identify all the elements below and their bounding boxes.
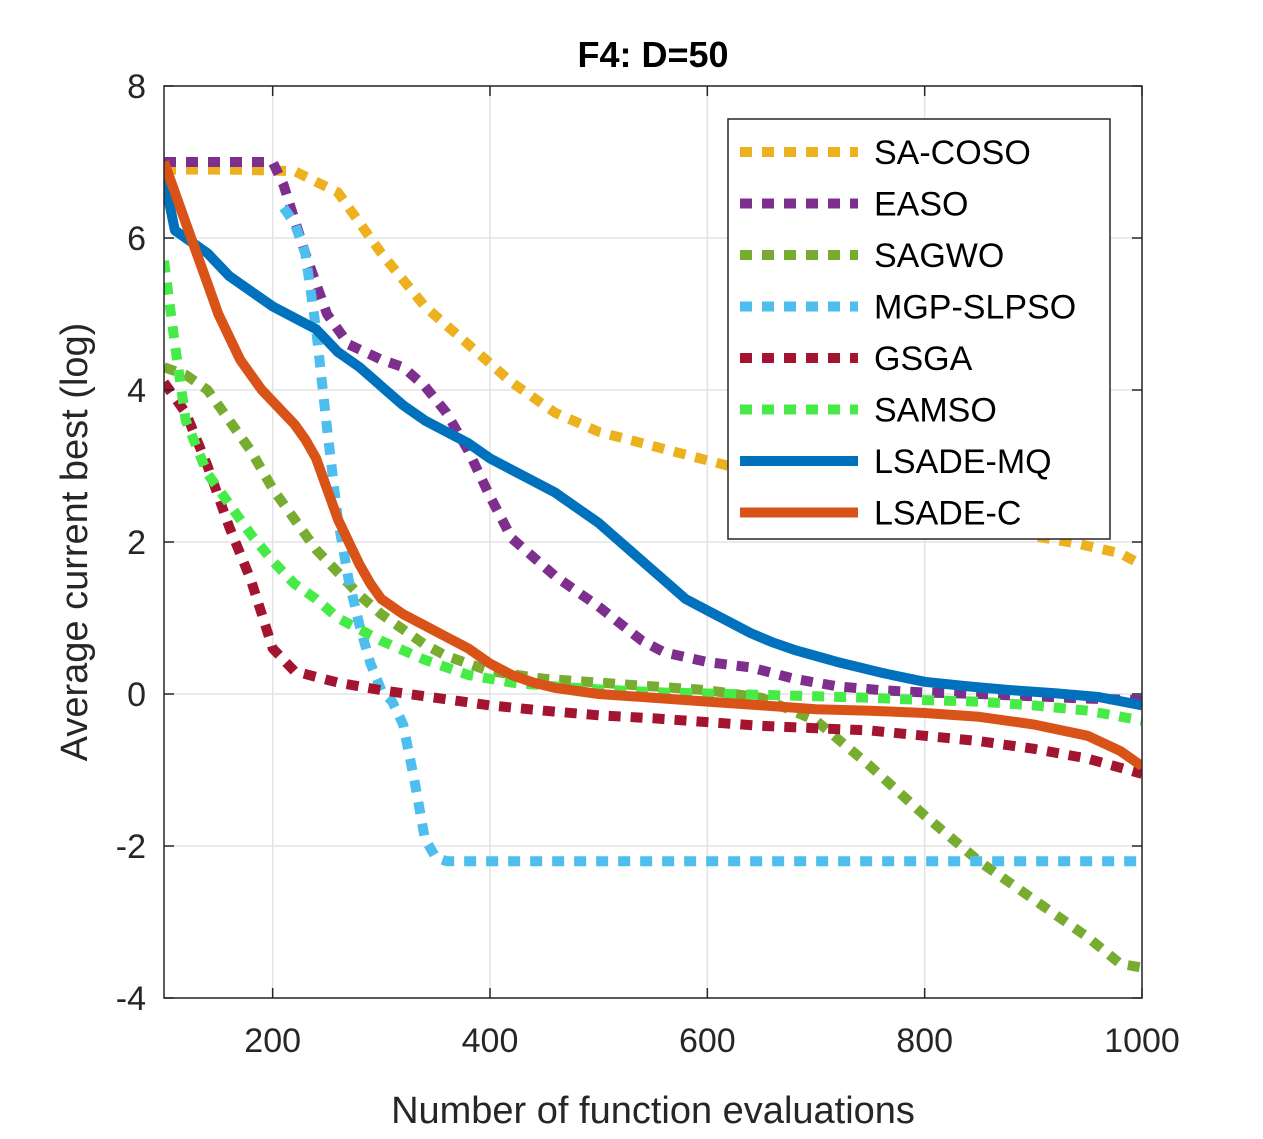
legend-label: LSADE-MQ [874,443,1052,481]
x-tick-label: 200 [244,1022,301,1060]
y-tick-label: 8 [127,68,146,106]
y-tick-label: 6 [127,220,146,258]
x-tick-label: 1000 [1104,1022,1180,1060]
series-line-easo [164,157,1142,706]
y-tick-label: 2 [127,524,146,562]
y-tick-label: -4 [116,980,146,1018]
legend-label: SA-COSO [874,134,1031,172]
legend-label: SAMSO [874,392,997,430]
x-axis-label: Number of function evaluations [391,1090,915,1132]
y-axis-label: Average current best (log) [54,323,96,762]
legend-label: GSGA [874,340,973,378]
series-line-gsga [164,379,1142,779]
y-tick-label: 4 [127,372,146,410]
legend-label: MGP-SLPSO [874,289,1076,327]
legend-label: LSADE-C [874,495,1021,533]
x-tick-label: 400 [462,1022,519,1060]
series-line-samso [164,260,1142,726]
legend-label: SAGWO [874,237,1004,275]
legend: SA-COSO EASO SAGWO MGP-SLPSO GSGA SAMSO LSADE-… [727,118,1111,540]
axis-ticks: 200 400 600 800 1000 -4 -2 0 2 4 6 8 [116,68,1180,1060]
legend-box [727,118,1111,540]
series-line-lsade-mq [164,176,1142,711]
series-line-lsade-c [164,160,1142,771]
chart-title: F4: D=50 [577,34,728,75]
series-lines [164,157,1142,973]
y-tick-label: -2 [116,828,146,866]
x-tick-label: 800 [896,1022,953,1060]
legend-items: SA-COSO EASO SAGWO MGP-SLPSO GSGA SAMSO LSADE-… [740,134,1076,533]
y-tick-label: 0 [127,676,146,714]
legend-label: EASO [874,186,968,224]
x-tick-label: 600 [679,1022,736,1060]
series-line-mgp-slpso [279,204,1142,867]
